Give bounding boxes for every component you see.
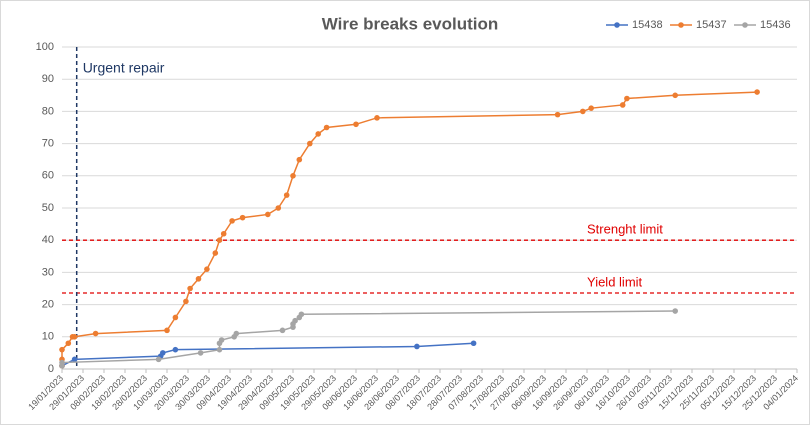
data-point (315, 131, 322, 137)
data-point (164, 327, 170, 334)
data-point (233, 330, 240, 337)
data-point (298, 311, 305, 318)
y-tick-label: 40 (42, 234, 54, 246)
y-tick-label: 50 (42, 202, 54, 214)
data-point (374, 115, 380, 121)
chart-title: Wire breaks evolution (322, 14, 499, 33)
data-point (65, 340, 72, 347)
data-point (155, 356, 162, 363)
data-point (414, 343, 420, 350)
y-tick-label: 90 (42, 73, 54, 85)
data-point (220, 230, 227, 237)
data-point (229, 218, 235, 224)
y-tick-label: 20 (42, 299, 54, 311)
data-point (672, 92, 678, 99)
reference-label: Yield limit (587, 274, 643, 289)
data-point (239, 214, 246, 221)
data-point (183, 298, 189, 305)
legend-label: 15436 (760, 19, 791, 31)
data-point (59, 346, 65, 353)
data-point (172, 314, 179, 321)
data-point (619, 102, 626, 108)
data-point (212, 250, 219, 256)
y-tick-label: 10 (42, 331, 54, 343)
data-point (470, 340, 477, 347)
data-point (754, 89, 760, 95)
data-point (187, 285, 193, 292)
data-point (204, 266, 210, 272)
data-point (283, 192, 290, 198)
data-point (218, 337, 225, 343)
data-point (323, 124, 330, 131)
data-point (172, 346, 179, 353)
data-point (195, 276, 202, 282)
data-point (307, 140, 313, 147)
legend-label: 15437 (696, 19, 727, 31)
data-point (296, 156, 303, 163)
data-point (292, 317, 298, 324)
data-point (279, 327, 286, 334)
data-point (216, 237, 223, 243)
data-point (275, 205, 282, 211)
data-point (554, 111, 561, 118)
vertical-label: Urgent repair (83, 60, 165, 76)
data-point (197, 350, 204, 356)
data-point (92, 330, 99, 337)
y-tick-label: 0 (48, 363, 54, 375)
legend-marker (678, 22, 684, 28)
data-point (672, 308, 678, 314)
y-tick-label: 100 (36, 41, 54, 53)
data-point (624, 95, 630, 102)
data-point (71, 334, 78, 340)
data-point (59, 359, 65, 366)
data-point (71, 356, 78, 363)
data-point (160, 350, 166, 356)
y-tick-label: 30 (42, 266, 54, 278)
y-tick-label: 80 (42, 105, 54, 117)
legend-marker (742, 22, 748, 28)
legend-marker (614, 22, 620, 28)
data-point (588, 105, 594, 111)
y-tick-label: 70 (42, 138, 54, 150)
data-point (353, 121, 359, 128)
data-point (265, 211, 271, 218)
data-point (216, 346, 223, 353)
reference-label: Strenght limit (587, 222, 663, 237)
legend-label: 15438 (632, 19, 663, 31)
y-tick-label: 60 (42, 170, 54, 182)
data-point (290, 173, 296, 179)
data-point (580, 108, 586, 115)
